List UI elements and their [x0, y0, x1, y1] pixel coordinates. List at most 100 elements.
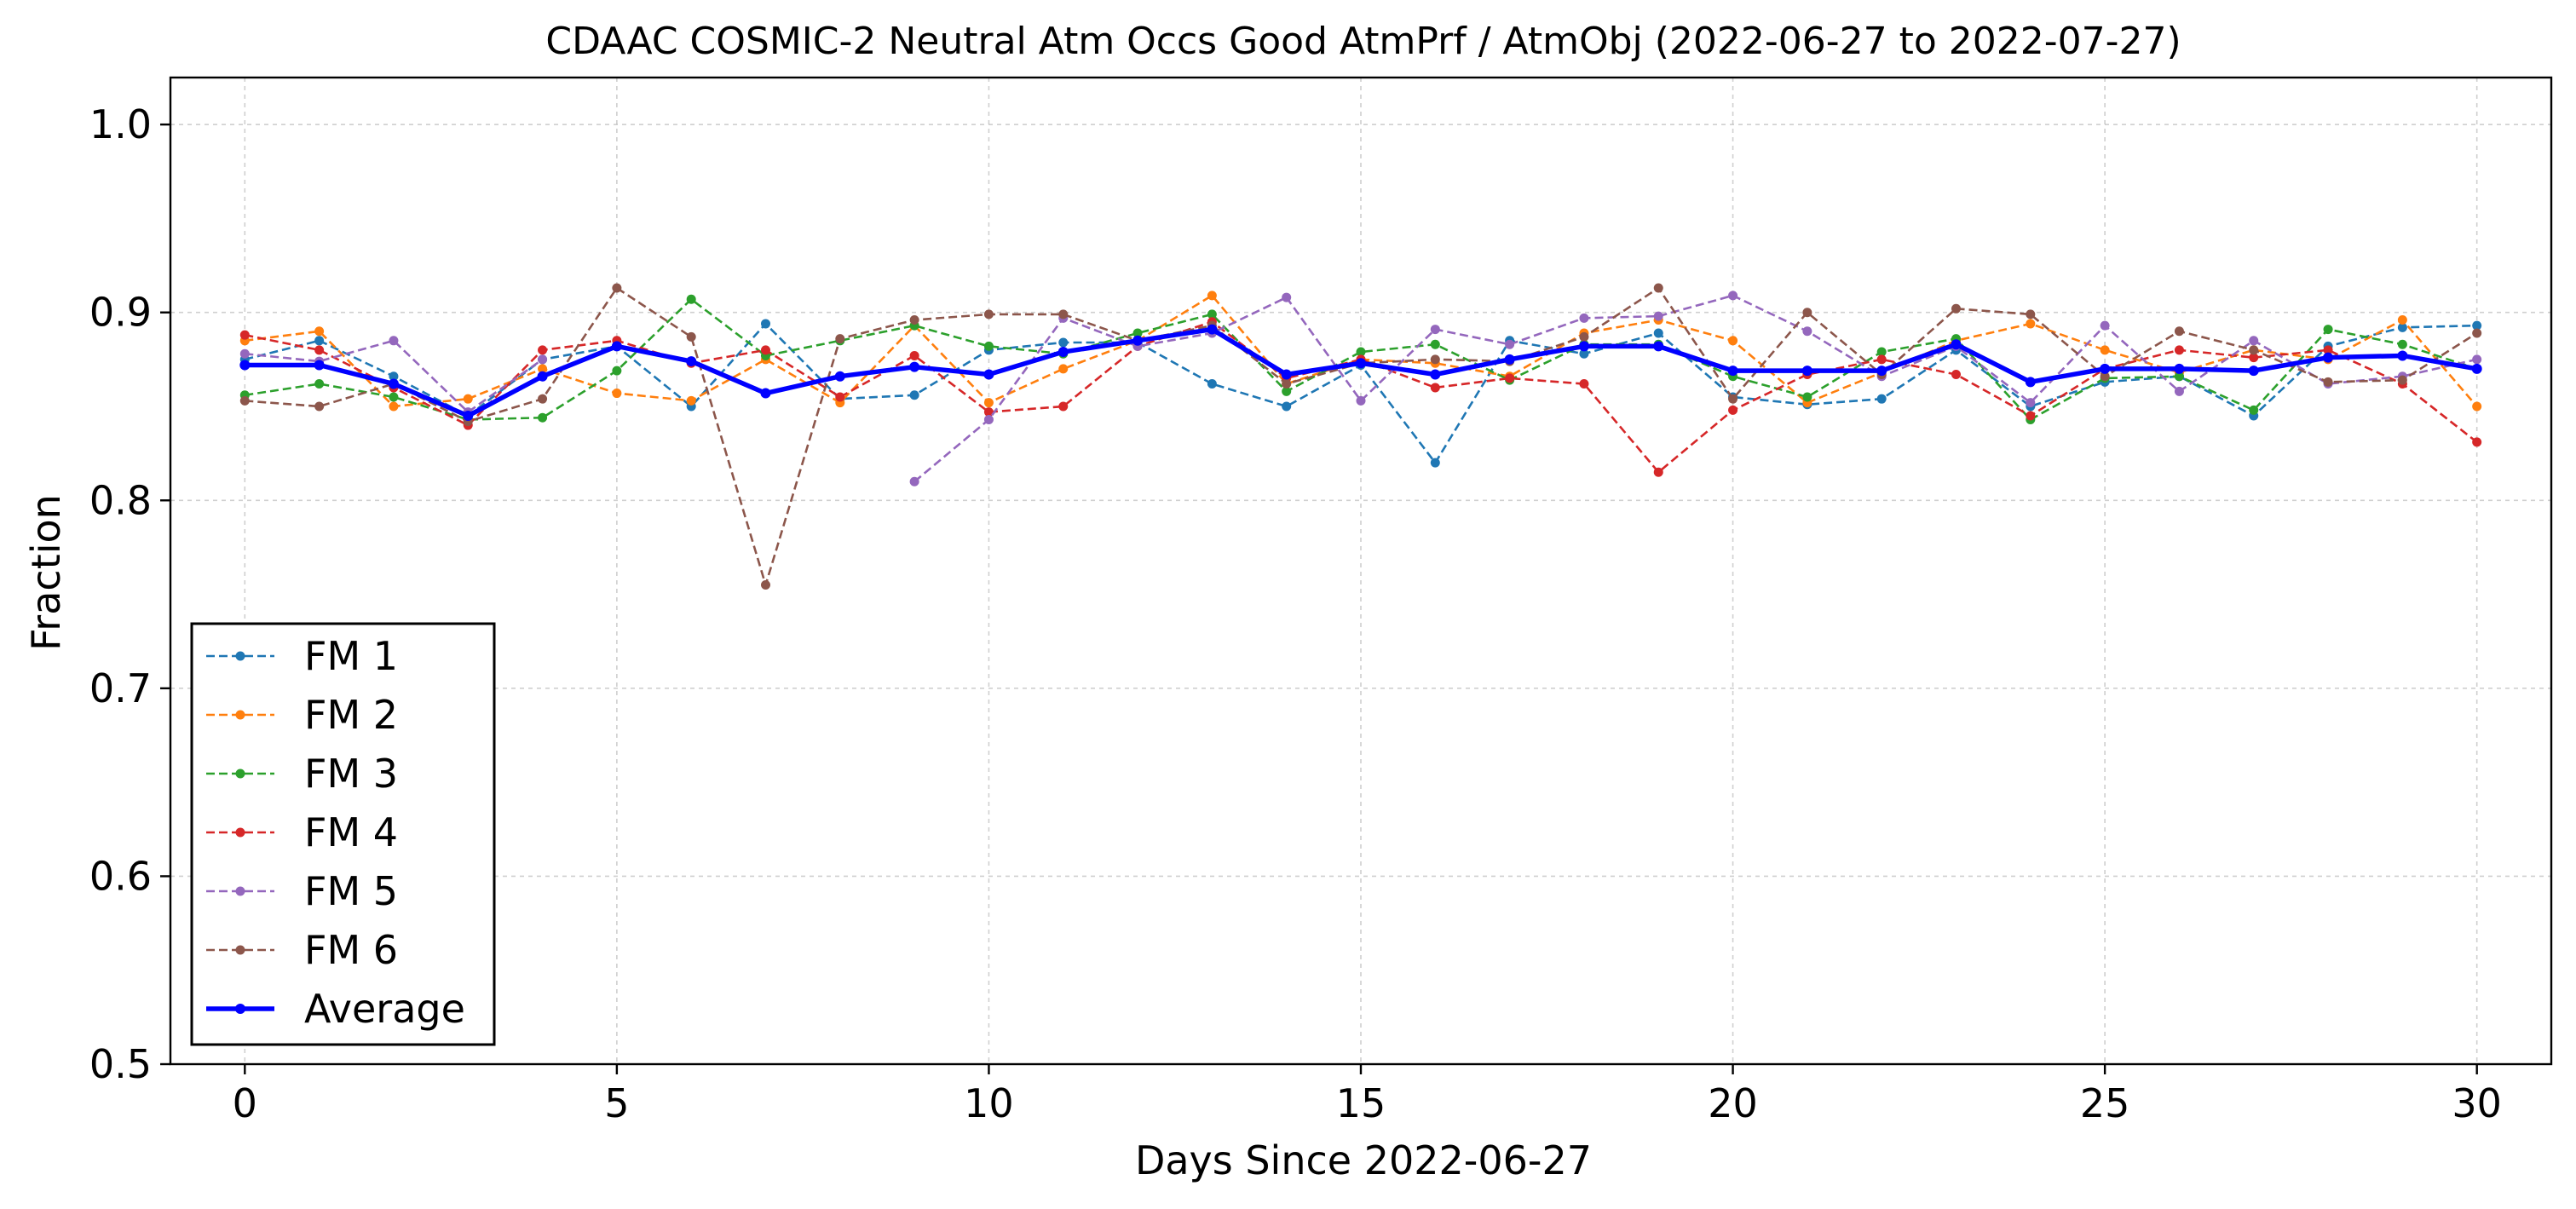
data-point [2323, 345, 2333, 355]
data-point [389, 392, 399, 402]
series-average [239, 324, 2482, 422]
legend-label: FM 5 [304, 868, 398, 914]
chart-title: CDAAC COSMIC-2 Neutral Atm Occs Good Atm… [545, 20, 2181, 63]
data-point [1728, 405, 1738, 415]
data-point [835, 392, 845, 402]
data-point [1505, 373, 1515, 383]
data-point [2472, 320, 2482, 331]
y-tick-label: 1.0 [89, 101, 152, 147]
data-point [2174, 386, 2184, 396]
data-point [389, 401, 399, 412]
legend-label: FM 2 [304, 692, 398, 738]
data-point [1132, 335, 1144, 346]
data-point [389, 371, 399, 382]
x-axis-label: Days Since 2022-06-27 [1135, 1137, 1592, 1183]
data-point [538, 412, 548, 423]
data-point [463, 411, 474, 422]
data-point [1504, 354, 1515, 365]
legend-item: FM 2 [206, 692, 398, 738]
data-point [2248, 366, 2259, 377]
data-point [686, 294, 696, 304]
legend-marker [235, 651, 245, 661]
data-point [537, 371, 548, 382]
data-point [983, 407, 994, 417]
data-point [2174, 345, 2184, 355]
legend-marker [235, 769, 245, 779]
data-point [761, 345, 770, 355]
data-point [2472, 328, 2482, 338]
data-point [1802, 326, 1812, 337]
data-point [314, 336, 325, 346]
data-point [612, 283, 622, 293]
legend-label: FM 6 [304, 927, 398, 973]
data-point [538, 394, 548, 404]
data-point [314, 326, 325, 337]
legend-marker [235, 886, 245, 896]
data-point [2025, 377, 2036, 388]
data-point [983, 398, 994, 408]
legend-label: Average [304, 986, 465, 1032]
data-point [1207, 324, 1218, 335]
data-point [463, 394, 473, 404]
y-tick-label: 0.7 [89, 665, 152, 711]
data-point [2323, 377, 2333, 387]
data-point [909, 476, 919, 486]
y-axis-label: Fraction [23, 494, 69, 651]
data-point [1653, 328, 1663, 338]
data-point [2100, 320, 2110, 331]
legend-label: FM 3 [304, 751, 398, 797]
data-point [1876, 354, 1887, 365]
legend-marker [235, 945, 245, 955]
x-tick-label: 10 [964, 1080, 1014, 1126]
data-point [1430, 458, 1440, 468]
data-point [1356, 347, 1366, 357]
data-point [1802, 392, 1812, 402]
data-point [1058, 309, 1069, 320]
data-point [2323, 325, 2333, 335]
x-tick-label: 15 [1336, 1080, 1386, 1126]
data-point [1281, 369, 1292, 380]
data-point [314, 345, 325, 355]
data-point [1653, 283, 1663, 293]
data-point [389, 336, 399, 346]
data-point [239, 330, 250, 340]
data-point [1132, 328, 1143, 338]
legend-marker [235, 710, 245, 720]
series-layer [239, 283, 2482, 590]
x-axis-ticks: 0 5 10 15 20 25 30 [233, 1064, 2502, 1126]
data-point [538, 345, 548, 355]
data-point [1951, 303, 1961, 314]
data-point [538, 354, 548, 365]
legend-label: FM 1 [304, 633, 398, 679]
data-point [909, 315, 919, 325]
data-point [2026, 319, 2036, 329]
legend-item: Average [206, 986, 465, 1032]
data-point [1653, 311, 1663, 321]
y-tick-label: 0.5 [89, 1041, 152, 1087]
legend: FM 1 FM 2 FM 3 FM 4 FM 5 FM 6 Average [190, 622, 496, 1046]
data-point [1430, 354, 1440, 365]
data-point [2249, 405, 2259, 415]
data-point [835, 334, 845, 344]
y-tick-label: 0.9 [89, 290, 152, 336]
data-point [611, 341, 622, 352]
grid-lines [170, 78, 2551, 1065]
data-point [1207, 379, 1217, 389]
data-point [1728, 336, 1738, 346]
data-point [2397, 350, 2408, 361]
data-point [2472, 401, 2482, 412]
data-point [1356, 358, 1366, 369]
data-point [2026, 398, 2036, 408]
data-point [760, 388, 771, 399]
data-point [1653, 467, 1663, 477]
data-point [1951, 339, 1962, 350]
legend-label: FM 4 [304, 809, 398, 855]
data-point [686, 395, 696, 406]
data-point [538, 364, 548, 374]
data-point [1058, 401, 1069, 412]
data-point [1802, 308, 1812, 318]
data-point [612, 366, 622, 376]
series-line [245, 339, 544, 413]
series-line [913, 294, 2477, 483]
